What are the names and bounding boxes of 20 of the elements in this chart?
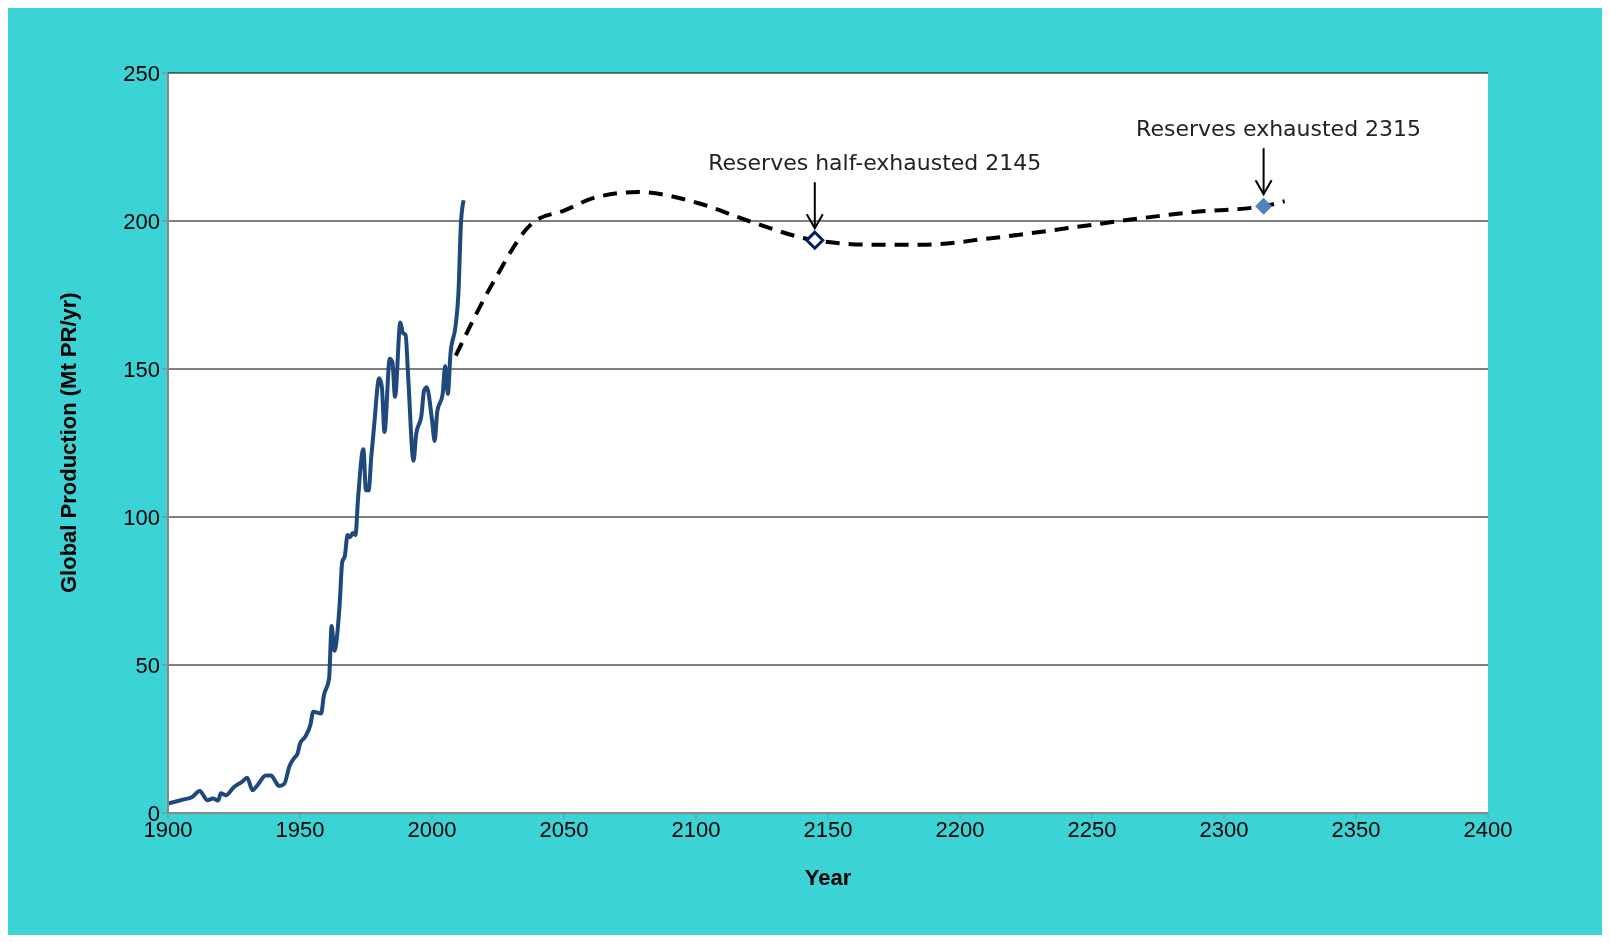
x-tick-label: 2250 bbox=[1067, 816, 1117, 842]
annotation: Reserves exhausted 2315 bbox=[1136, 116, 1422, 142]
x-tick-label: 2050 bbox=[539, 816, 589, 842]
x-tick-label: 2200 bbox=[935, 816, 985, 842]
y-tick-label: 100 bbox=[123, 504, 160, 530]
x-tick-label: 2150 bbox=[803, 816, 853, 842]
annotation: Reserves half-exhausted 2145 bbox=[708, 150, 1042, 176]
y-tick-label: 200 bbox=[123, 208, 160, 234]
y-tick-label: 50 bbox=[135, 652, 160, 678]
y-tick-label: 150 bbox=[123, 356, 160, 382]
x-axis-title: Year bbox=[804, 865, 852, 890]
line-series bbox=[168, 198, 466, 806]
x-tick-label: 2350 bbox=[1331, 816, 1381, 842]
x-tick-label: 2100 bbox=[671, 816, 721, 842]
x-tick-label: 2400 bbox=[1463, 816, 1513, 842]
y-axis-title: Global Production (Mt PR/yr) bbox=[55, 292, 81, 593]
x-tick-label: 2300 bbox=[1199, 816, 1249, 842]
x-tick-label: 2000 bbox=[407, 816, 457, 842]
y-tick-label: 250 bbox=[123, 60, 160, 86]
x-tick-label: 1950 bbox=[275, 816, 325, 842]
